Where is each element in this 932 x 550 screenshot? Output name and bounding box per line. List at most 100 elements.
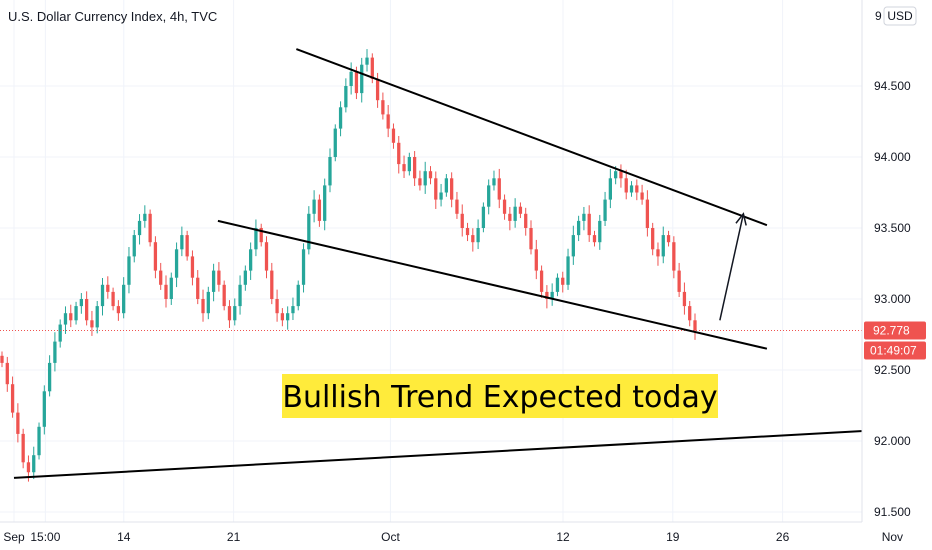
candle-up [238, 284, 242, 307]
candle-down [275, 299, 279, 314]
candle-up [79, 299, 83, 307]
last-price-label: 92.778 [873, 324, 910, 338]
candle-down [106, 284, 110, 292]
candle-up [661, 235, 665, 257]
price-axis[interactable]: 94.500 94.000 93.500 93.000 92.500 92.000 91.5… [874, 79, 911, 519]
candle-down [635, 185, 639, 193]
candle-down [164, 284, 168, 299]
candle-down [682, 291, 687, 307]
candle-up [53, 341, 57, 363]
candle-up [349, 71, 353, 86]
candle-down [561, 277, 565, 285]
candle-up [143, 213, 147, 221]
candle-down [428, 171, 433, 179]
candle-down [434, 178, 438, 200]
price-tick-label: 92.000 [874, 434, 911, 448]
candle-up [323, 185, 327, 221]
price-tick-label: 94.500 [874, 79, 911, 93]
candle-up [286, 313, 290, 321]
candle-up [233, 306, 237, 321]
time-tick-label: Nov [882, 530, 903, 544]
countdown-label: 01:49:07 [870, 344, 917, 358]
candle-up [476, 228, 480, 243]
currency-badge-box[interactable] [883, 6, 917, 26]
trendline-upper-channel[interactable] [295, 48, 768, 227]
annotation-text: Bullish Trend Expected today [282, 380, 717, 415]
candle-down [386, 114, 390, 129]
candle-up [365, 57, 369, 65]
candle-up [42, 391, 46, 427]
candles [0, 49, 862, 482]
candle-up [132, 235, 136, 257]
candle-down [677, 270, 681, 292]
candle-up [254, 228, 258, 250]
candle-down [153, 242, 158, 271]
candle-up [492, 178, 496, 186]
trendline-long-support[interactable] [13, 426, 932, 479]
currency-label[interactable]: USD [887, 9, 913, 23]
candle-down [5, 362, 9, 385]
candle-down [217, 270, 221, 285]
candle-up [603, 199, 607, 221]
candle-up [32, 455, 36, 473]
candle-up [122, 284, 126, 314]
candle-down [666, 235, 671, 243]
candle-down [222, 284, 226, 307]
price-tick-label: 91.500 [874, 505, 911, 519]
candle-down [0, 355, 4, 363]
candle-down [645, 199, 650, 228]
candle-down [375, 78, 380, 101]
candle-up [63, 313, 68, 325]
candle-down [656, 249, 660, 257]
candle-down [397, 142, 401, 165]
candle-down [190, 256, 195, 278]
candle-up [206, 291, 210, 314]
candle-up [307, 213, 311, 250]
candle-up [487, 185, 491, 207]
candle-down [10, 384, 15, 413]
countdown-badge [864, 341, 926, 360]
time-axis-background[interactable] [0, 522, 862, 550]
candle-down [264, 242, 269, 271]
candle-down [471, 235, 475, 243]
trendline-lower-channel[interactable] [217, 219, 768, 350]
candle-up [407, 157, 411, 172]
candle-up [576, 220, 581, 236]
candle-up [243, 270, 247, 285]
candle-up [248, 249, 253, 271]
candle-down [465, 228, 470, 236]
candle-down [85, 299, 89, 321]
candle-up [47, 362, 52, 392]
candle-up [58, 324, 62, 342]
candle-up [555, 277, 560, 292]
candle-down [460, 213, 464, 228]
last-price-badge [864, 321, 926, 340]
candle-up [481, 206, 486, 228]
candle-up [582, 213, 586, 221]
time-tick-label: Oct [381, 530, 400, 544]
candle-up [127, 256, 131, 285]
candle-down [539, 270, 544, 292]
candle-down [111, 291, 115, 307]
candle-up [629, 185, 634, 193]
candle-up [550, 291, 554, 299]
candle-down [370, 57, 374, 79]
candle-down [90, 320, 94, 328]
trendlines[interactable] [13, 48, 932, 479]
candle-up [291, 306, 295, 314]
time-axis[interactable]: Sep 15:00 14 21 Oct 12 19 26 Nov [3, 530, 903, 544]
candle-down [270, 270, 274, 299]
price-axis-background[interactable] [862, 0, 932, 550]
candle-up [296, 284, 300, 307]
candle-down [518, 206, 523, 214]
candle-up [614, 171, 618, 179]
candle-up [344, 86, 348, 108]
candle-down [116, 306, 121, 314]
candle-up [137, 220, 142, 236]
arrow-shaft[interactable] [719, 213, 745, 321]
candle-up [169, 277, 173, 299]
time-tick-label: 12 [556, 530, 570, 544]
price-tick-label: 93.000 [874, 292, 911, 306]
